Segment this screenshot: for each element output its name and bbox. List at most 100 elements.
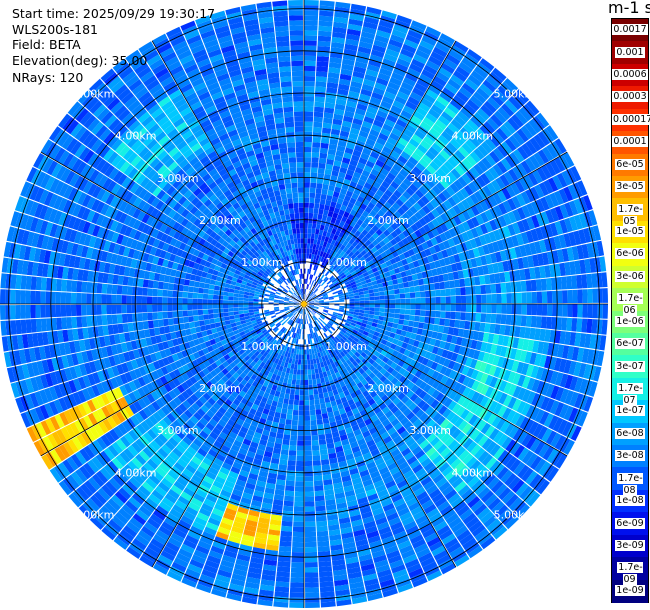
range-gate-cell — [304, 30, 318, 36]
range-gate-cell — [446, 142, 458, 153]
range-gate-cell — [352, 149, 362, 158]
range-gate-cell — [490, 283, 497, 294]
range-gate-cell — [320, 289, 326, 293]
range-gate-cell — [430, 297, 436, 304]
range-gate-cell — [473, 163, 484, 176]
range-gate-cell — [435, 71, 450, 83]
range-gate-cell — [340, 125, 351, 133]
range-gate-cell — [520, 125, 533, 140]
range-gate-cell — [371, 224, 379, 233]
range-gate-cell — [360, 125, 371, 134]
range-gate-cell — [460, 107, 473, 119]
range-gate-cell — [357, 46, 372, 55]
range-gate-cell — [352, 204, 360, 212]
range-gate-cell — [309, 274, 312, 280]
range-gate-cell — [364, 300, 370, 304]
range-gate-cell — [592, 288, 598, 303]
range-gate-cell — [335, 202, 342, 210]
range-gate-cell — [343, 222, 350, 230]
range-gate-cell — [516, 128, 529, 143]
range-gate-cell — [300, 374, 304, 380]
range-gate-cell — [414, 285, 420, 292]
range-gate-cell — [392, 323, 399, 329]
range-gate-cell — [466, 99, 480, 112]
range-gate-cell — [337, 270, 344, 276]
range-gate-cell — [330, 201, 337, 208]
range-gate-cell — [557, 290, 563, 304]
range-gate-cell — [376, 110, 388, 119]
range-gate-cell — [359, 306, 365, 311]
range-gate-cell — [389, 308, 396, 314]
range-gate-cell — [404, 309, 411, 315]
range-gate-cell — [373, 250, 381, 257]
range-gate-cell — [304, 197, 310, 203]
range-gate-cell — [325, 242, 331, 249]
range-gate-cell — [414, 315, 420, 322]
range-gate-cell — [313, 475, 323, 482]
range-gate-cell — [304, 501, 315, 507]
range-gate-cell — [333, 240, 340, 247]
range-gate-cell — [297, 440, 304, 446]
range-gate-cell — [298, 349, 302, 355]
range-gate-cell — [546, 291, 553, 304]
range-gate-cell — [450, 74, 464, 87]
range-gate-cell — [325, 163, 333, 171]
range-gate-cell — [335, 1, 351, 9]
range-gate-cell — [414, 220, 423, 230]
range-gate-cell — [310, 414, 317, 421]
range-gate-cell — [546, 316, 552, 329]
range-gate-cell — [316, 520, 328, 527]
range-gate-cell — [316, 419, 323, 425]
range-gate-cell — [324, 204, 330, 211]
range-gate-cell — [279, 546, 292, 552]
range-gate-cell — [298, 415, 304, 421]
range-gate-cell — [360, 152, 370, 161]
range-gate-cell — [332, 280, 338, 285]
range-gate-cell — [402, 77, 416, 87]
range-gate-cell — [286, 414, 293, 420]
range-gate-cell — [428, 146, 440, 157]
range-gate-cell — [374, 142, 384, 151]
range-gate-cell — [317, 234, 323, 241]
range-gate-cell — [400, 109, 413, 120]
range-gate-cell — [454, 149, 466, 161]
range-gate-cell — [374, 307, 380, 312]
range-gate-cell — [418, 217, 427, 227]
range-gate-cell — [307, 364, 311, 370]
range-gate-cell — [334, 266, 340, 272]
range-gate-cell — [359, 191, 367, 199]
range-gate-cell — [315, 409, 322, 415]
range-gate-cell — [438, 115, 450, 127]
range-gate-cell — [425, 60, 440, 71]
range-gate-cell — [308, 274, 311, 280]
range-gate-cell — [444, 281, 451, 289]
range-gate-cell — [304, 182, 310, 188]
range-gate-cell — [330, 52, 343, 59]
range-gate-cell — [312, 132, 322, 138]
range-gate-cell — [312, 218, 318, 224]
range-gate-cell — [420, 304, 426, 310]
range-gate-cell — [372, 181, 381, 189]
range-gate-cell — [454, 279, 461, 288]
range-gate-cell — [364, 225, 372, 233]
range-gate-cell — [372, 87, 385, 96]
range-gate-cell — [318, 245, 323, 251]
range-gate-cell — [304, 121, 313, 127]
range-gate-cell — [525, 280, 532, 292]
range-gate-cell — [447, 196, 457, 207]
range-gate-cell — [348, 90, 360, 99]
range-gate-cell — [280, 387, 287, 394]
range-gate-cell — [304, 268, 306, 274]
range-gate-cell — [459, 187, 470, 199]
range-gate-cell — [448, 49, 464, 62]
range-gate-cell — [304, 20, 318, 26]
range-gate-cell — [364, 304, 370, 308]
range-gate-cell — [326, 215, 332, 222]
range-gate-cell — [311, 254, 315, 260]
range-gate-cell — [375, 228, 383, 236]
range-gate-cell — [440, 62, 455, 74]
range-gate-cell — [307, 284, 311, 290]
range-gate-cell — [298, 420, 304, 426]
range-gate-cell — [450, 45, 466, 57]
range-gate-cell — [461, 82, 476, 95]
